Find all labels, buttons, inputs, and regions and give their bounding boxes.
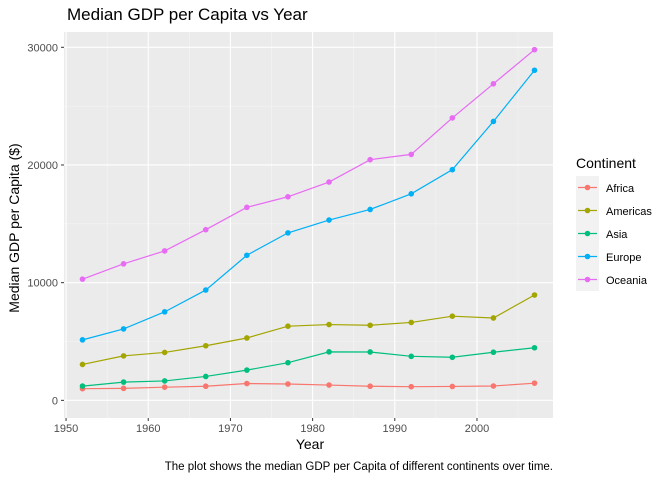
data-point-africa <box>408 383 415 390</box>
x-tick-label: 1980 <box>300 423 324 435</box>
data-point-americas <box>490 315 497 321</box>
series-line-oceania <box>82 49 535 280</box>
legend-point-europe <box>584 253 591 260</box>
data-point-europe <box>161 309 168 315</box>
data-point-americas <box>408 319 415 326</box>
data-point-africa <box>202 383 209 390</box>
data-point-americas <box>79 361 86 368</box>
chart-title: Median GDP per Capita vs Year <box>67 5 308 24</box>
data-point-asia <box>79 383 86 389</box>
legend-label-americas: Americas <box>606 206 652 218</box>
data-point-americas <box>367 322 373 329</box>
data-point-europe <box>367 206 373 213</box>
data-point-oceania <box>244 204 250 211</box>
plot-panel <box>64 32 553 418</box>
data-point-africa <box>285 381 291 387</box>
data-point-europe <box>79 337 86 343</box>
series-line-americas <box>82 294 535 366</box>
data-point-asia <box>449 354 456 361</box>
data-point-americas <box>244 335 250 341</box>
data-point-europe <box>531 67 538 74</box>
data-point-oceania <box>326 179 332 185</box>
x-axis-label: Year <box>296 436 325 452</box>
data-point-oceania <box>202 226 209 233</box>
data-point-europe <box>490 118 497 125</box>
data-point-oceania <box>408 151 415 158</box>
data-point-americas <box>449 313 456 320</box>
data-point-africa <box>120 385 127 392</box>
y-tick-label: 10000 <box>27 278 58 290</box>
x-tick-label: 1970 <box>218 423 242 435</box>
legend-point-asia <box>584 230 591 237</box>
series-line-africa <box>82 382 535 390</box>
data-point-europe <box>326 217 332 223</box>
data-point-oceania <box>449 115 456 121</box>
data-point-asia <box>490 349 497 356</box>
y-tick-label: 0 <box>52 395 58 407</box>
x-tick-label: 2000 <box>465 423 489 435</box>
data-point-africa <box>367 383 373 390</box>
data-point-oceania <box>367 156 373 163</box>
y-tick-label: 30000 <box>27 42 58 54</box>
data-point-asia <box>161 378 168 384</box>
plot-background <box>64 32 553 418</box>
data-point-europe <box>408 191 415 197</box>
legend-label-africa: Africa <box>606 183 635 195</box>
data-point-africa <box>161 384 168 390</box>
y-tick-label: 20000 <box>27 160 58 172</box>
data-point-oceania <box>79 276 86 282</box>
data-point-asia <box>244 367 250 373</box>
data-point-europe <box>120 326 127 332</box>
data-point-oceania <box>531 46 538 53</box>
data-point-africa <box>326 382 332 388</box>
data-point-asia <box>120 379 127 385</box>
x-tick-label: 1950 <box>54 423 78 435</box>
data-point-asia <box>285 359 291 366</box>
data-point-europe <box>202 287 209 293</box>
x-tick-label: 1990 <box>383 423 407 435</box>
data-point-americas <box>120 353 127 359</box>
legend-label-europe: Europe <box>606 252 641 264</box>
legend: Continent Africa Americas Asia Europe Oceani… <box>576 155 652 291</box>
legend-point-americas <box>584 207 591 214</box>
series-line-europe <box>82 69 535 341</box>
data-point-asia <box>367 349 373 355</box>
legend-title: Continent <box>576 155 636 171</box>
data-point-oceania <box>120 261 127 267</box>
data-point-asia <box>326 349 332 355</box>
data-point-americas <box>202 342 209 349</box>
data-point-americas <box>161 349 168 356</box>
data-point-africa <box>531 380 538 386</box>
data-point-americas <box>531 292 538 298</box>
data-point-europe <box>285 230 291 236</box>
data-point-asia <box>202 373 209 380</box>
legend-label-asia: Asia <box>606 229 628 241</box>
data-point-africa <box>490 383 497 389</box>
data-point-oceania <box>161 248 168 254</box>
data-point-europe <box>244 252 250 259</box>
data-point-americas <box>285 323 291 330</box>
data-point-europe <box>449 166 456 173</box>
chart-caption: The plot shows the median GDP per Capita… <box>165 461 553 473</box>
legend-point-oceania <box>584 276 591 283</box>
data-point-asia <box>531 344 538 351</box>
data-point-africa <box>244 380 250 387</box>
data-point-oceania <box>490 80 497 87</box>
data-point-africa <box>449 383 456 390</box>
data-point-americas <box>326 321 332 328</box>
legend-label-oceania: Oceania <box>606 275 648 287</box>
series-line-asia <box>82 347 535 387</box>
data-point-asia <box>408 353 415 360</box>
y-axis-label: Median GDP per Capita ($) <box>6 143 22 312</box>
x-tick-label: 1960 <box>136 423 160 435</box>
data-point-oceania <box>285 193 291 200</box>
legend-point-africa <box>584 184 591 191</box>
